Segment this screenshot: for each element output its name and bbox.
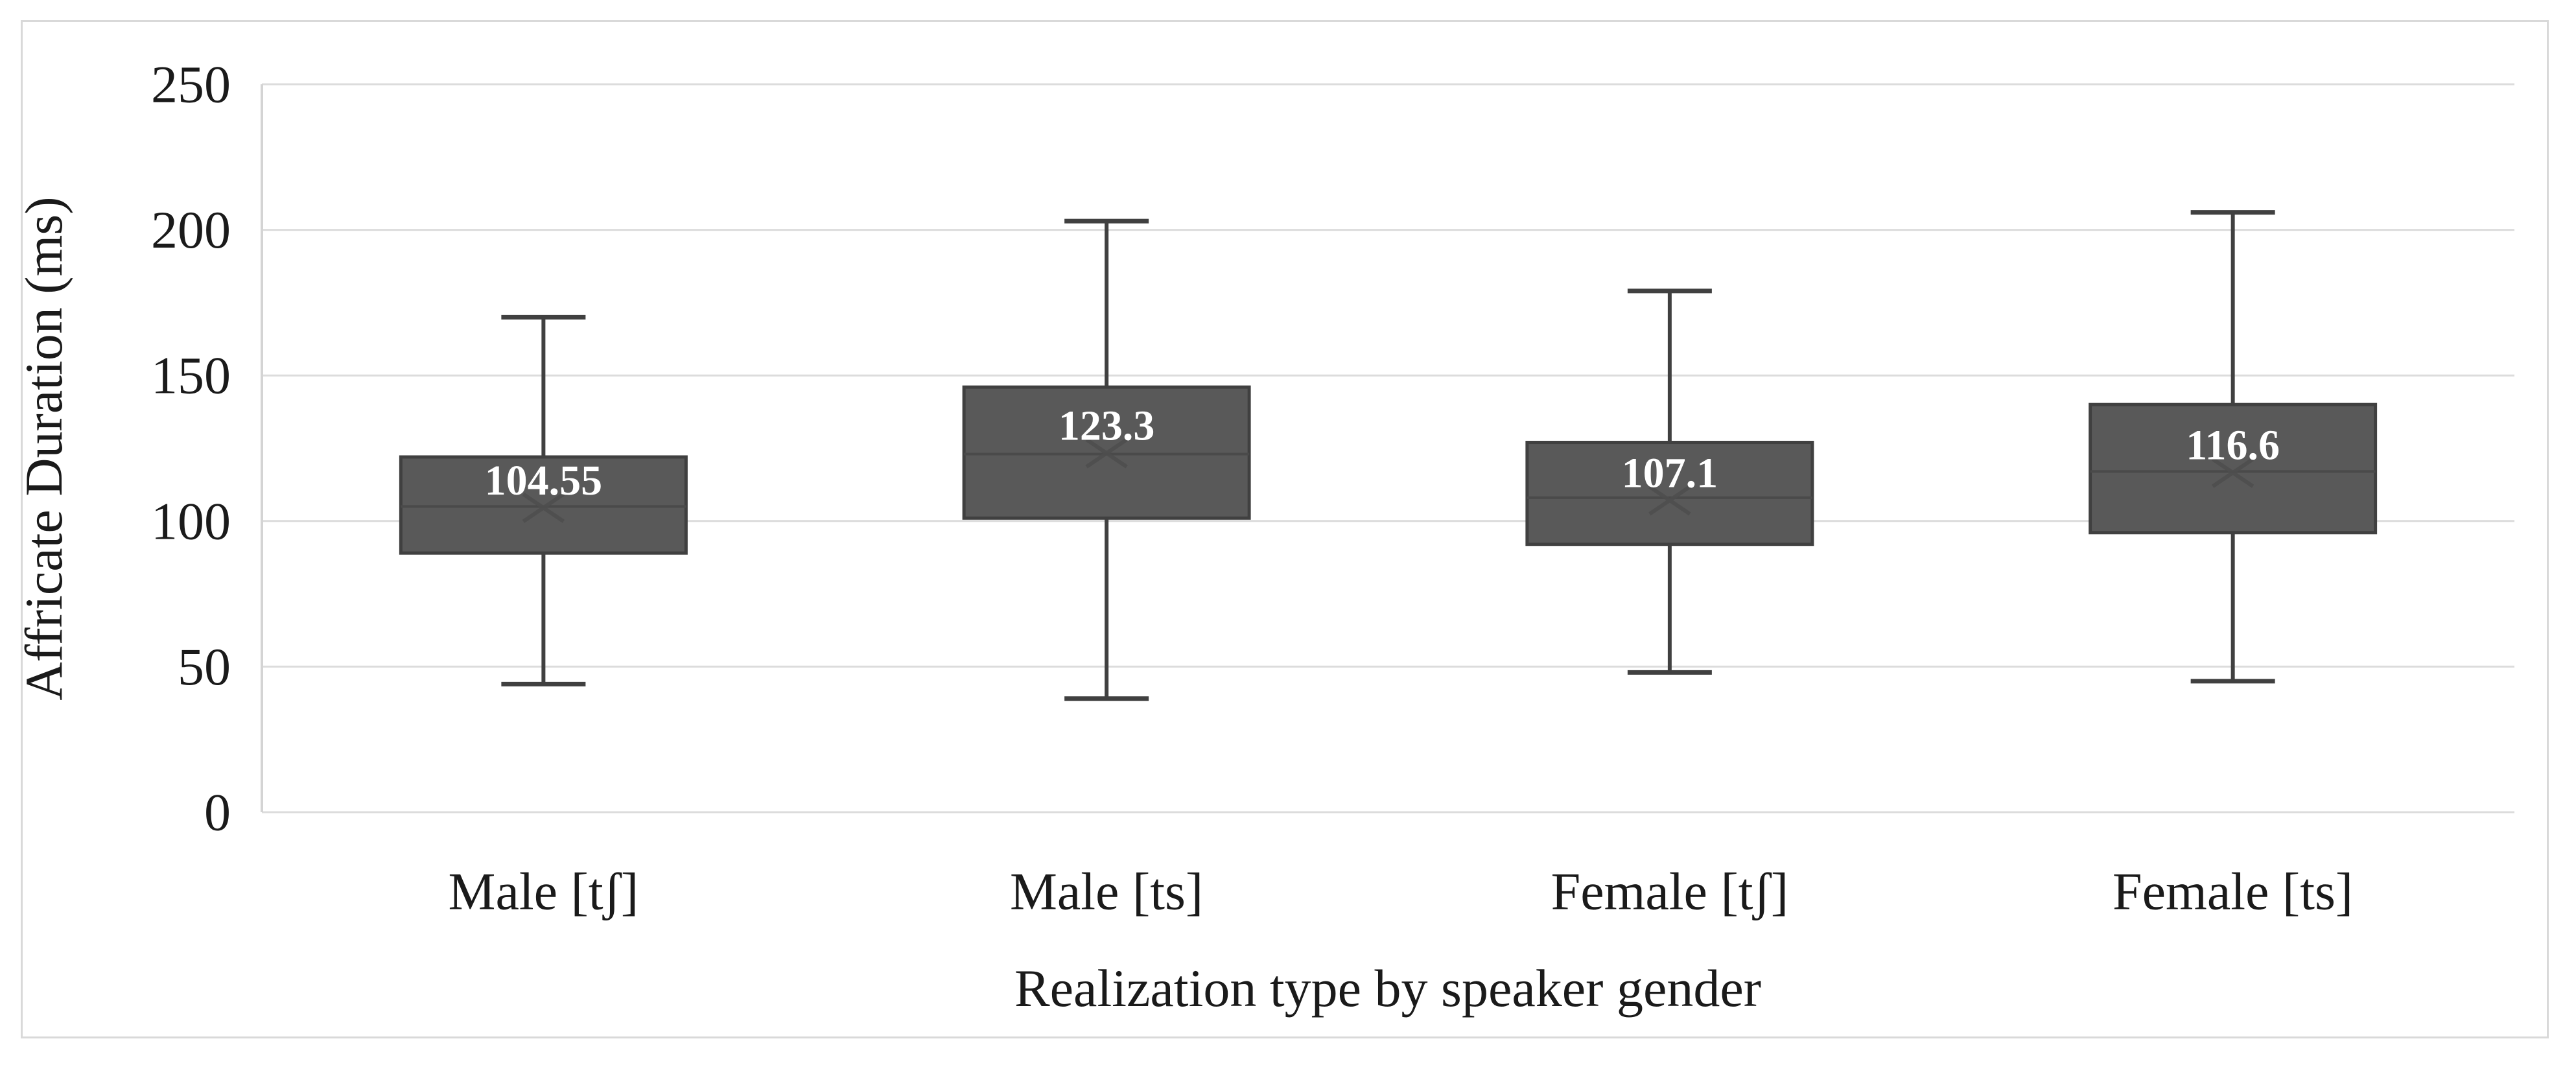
x-category-label: Male [ts] [1010,862,1203,921]
box-rect [1525,441,1814,546]
gridlines-layer [261,83,2514,813]
box-rect [399,455,688,555]
mean-value-label: 116.6 [2186,422,2280,469]
y-axis-title: Affricate Duration (ms) [14,196,73,700]
boxplot-group: 116.6 [2089,210,2378,684]
y-tick-label: 150 [151,346,231,405]
y-tick-label: 100 [151,491,231,550]
x-category-labels-layer: Male [tʃ] Male [ts] Female [tʃ] Female [ts] [449,862,2354,921]
mean-value-label: 123.3 [1059,403,1155,450]
mean-value-label: 104.55 [485,457,603,504]
boxplot-series-layer: 104.55 123.3 107.1 116.6 [399,210,2378,701]
boxplot-group: 107.1 [1525,288,1814,675]
box-rect [2089,403,2378,535]
y-tick-label: 250 [151,55,231,114]
x-category-label: Female [ts] [2113,862,2353,921]
y-tick-label: 200 [151,200,231,259]
mean-x-marker [522,492,565,523]
mean-x-marker [1085,438,1128,469]
mean-value-label: 107.1 [1622,449,1718,497]
boxplot-group: 123.3 [962,218,1251,701]
x-category-label: Male [tʃ] [449,862,639,921]
mean-x-marker [1648,485,1691,516]
boxplot-group: 104.55 [399,314,688,686]
x-axis-title: Realization type by speaker gender [1014,959,1761,1018]
mean-x-marker [2211,457,2254,488]
x-category-label: Female [tʃ] [1551,862,1789,921]
y-tick-labels-layer: 0 50 100 150 200 250 [151,55,231,842]
y-tick-label: 0 [204,783,231,842]
y-tick-label: 50 [178,637,231,696]
